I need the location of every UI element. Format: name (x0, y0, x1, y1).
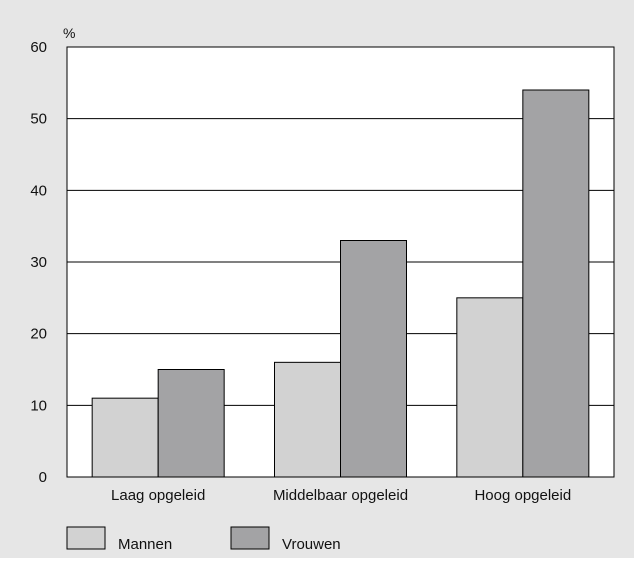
bar-vrouwen-2 (340, 240, 407, 478)
y-tick-label: 60 (30, 39, 47, 56)
x-tick-label: Hoog opgeleid (474, 487, 571, 504)
y-axis-ticks: 0 10 20 30 40 50 60 (30, 39, 47, 486)
legend-label-vrouwen: Vrouwen (282, 536, 341, 553)
y-tick-label: 30 (30, 254, 47, 271)
bar-mannen-2 (274, 361, 341, 478)
x-axis-ticks: Laag opgeleid Middelbaar opgeleid Hoog opg… (111, 487, 571, 504)
bar-vrouwen-1 (157, 369, 225, 478)
legend-label-mannen: Mannen (118, 536, 172, 553)
y-tick-label: 10 (30, 397, 47, 414)
x-tick-label: Laag opgeleid (111, 487, 205, 504)
legend-swatch-vrouwen (230, 526, 270, 550)
legend: Mannen Vrouwen (66, 526, 341, 553)
y-tick-label: 40 (30, 182, 47, 199)
bars (91, 89, 590, 478)
bar-mannen-3 (456, 297, 524, 478)
legend-swatch-mannen (66, 526, 106, 550)
y-axis-label: % (63, 25, 75, 41)
bar-mannen-1 (91, 397, 159, 478)
y-tick-label: 20 (30, 326, 47, 343)
x-tick-label: Middelbaar opgeleid (273, 487, 408, 504)
y-tick-label: 50 (30, 111, 47, 128)
y-tick-label: 0 (39, 469, 47, 486)
bar-vrouwen-3 (522, 89, 590, 478)
